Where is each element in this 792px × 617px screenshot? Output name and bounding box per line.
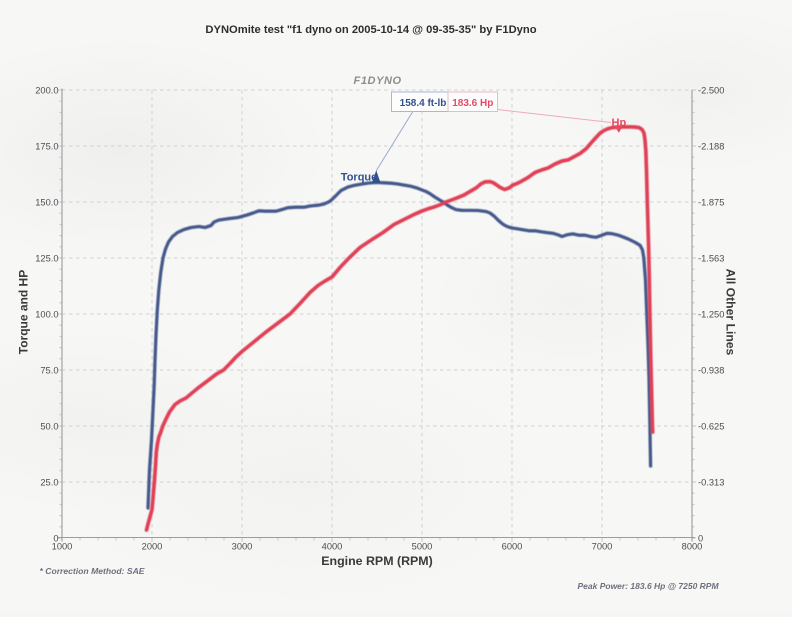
svg-text:-2.188: -2.188 <box>698 142 724 152</box>
svg-text:-2.500: -2.500 <box>698 86 724 96</box>
svg-text:0: 0 <box>698 534 703 544</box>
svg-text:100.0: 100.0 <box>35 310 58 320</box>
svg-text:3000: 3000 <box>232 542 253 552</box>
svg-text:DYNOmite test "f1 dyno on 2005: DYNOmite test "f1 dyno on 2005-10-14 @ 0… <box>205 24 536 36</box>
svg-text:Peak Power: 183.6 Hp @ 7250 RP: Peak Power: 183.6 Hp @ 7250 RPM <box>578 581 720 591</box>
svg-text:7000: 7000 <box>592 542 613 552</box>
svg-text:-1.250: -1.250 <box>698 310 724 320</box>
svg-text:Torque: Torque <box>341 172 377 184</box>
svg-text:125.0: 125.0 <box>35 254 58 264</box>
svg-text:-0.313: -0.313 <box>698 478 724 488</box>
svg-text:183.6 Hp: 183.6 Hp <box>452 98 493 109</box>
svg-text:6000: 6000 <box>502 542 523 552</box>
svg-text:0: 0 <box>53 534 58 544</box>
svg-text:-0.625: -0.625 <box>698 422 724 432</box>
svg-text:-0.938: -0.938 <box>698 366 724 376</box>
svg-text:* Correction Method: SAE: * Correction Method: SAE <box>40 566 145 576</box>
svg-text:1000: 1000 <box>52 542 73 552</box>
svg-text:75.0: 75.0 <box>40 366 58 376</box>
svg-text:All Other Lines: All Other Lines <box>724 269 738 356</box>
svg-text:Torque and HP: Torque and HP <box>17 270 31 354</box>
svg-text:5000: 5000 <box>412 542 433 552</box>
svg-text:-1.563: -1.563 <box>698 254 724 264</box>
svg-text:200.0: 200.0 <box>35 86 58 96</box>
svg-text:Hp: Hp <box>612 117 627 129</box>
svg-text:2000: 2000 <box>142 542 163 552</box>
svg-text:4000: 4000 <box>322 542 343 552</box>
svg-text:8000: 8000 <box>682 542 703 552</box>
svg-text:-1.875: -1.875 <box>698 198 724 208</box>
svg-text:Engine RPM (RPM): Engine RPM (RPM) <box>321 554 433 568</box>
svg-text:F1DYNO: F1DYNO <box>354 75 402 87</box>
svg-text:158.4 ft-lb: 158.4 ft-lb <box>400 98 447 109</box>
svg-text:175.0: 175.0 <box>35 142 58 152</box>
svg-text:150.0: 150.0 <box>35 198 58 208</box>
svg-text:50.0: 50.0 <box>40 422 58 432</box>
svg-text:25.0: 25.0 <box>40 478 58 488</box>
